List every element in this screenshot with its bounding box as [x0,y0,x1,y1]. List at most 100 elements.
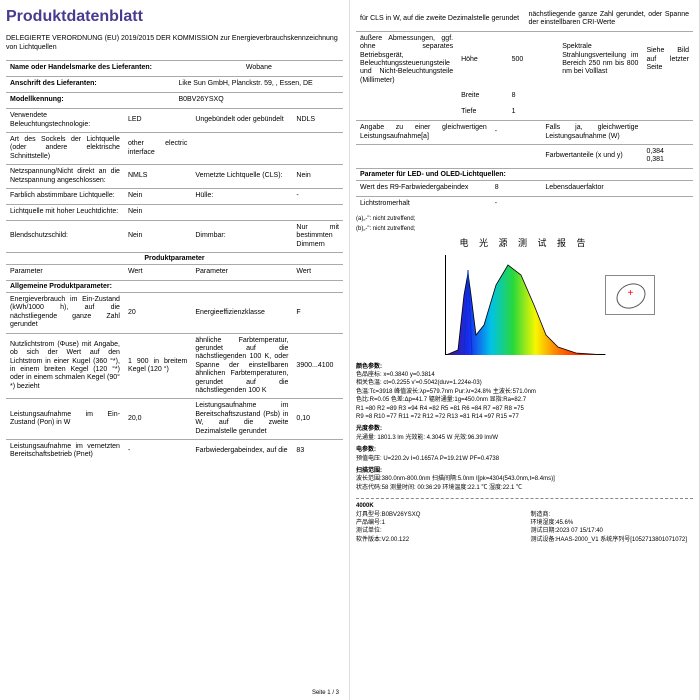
col-wert1: Wert [124,267,191,277]
supplier-name-label: Name oder Handelsmarke des Lieferanten: [6,63,242,73]
r9-val: 8 [491,183,542,193]
shield-val: Nein [124,231,191,241]
r1: 波长范围:380.0nm-800.0nm 扫描间隔:5.0nm I[pk=430… [356,475,693,483]
c1: 色品座标: x=0.3840 y=0.3814 [356,371,693,379]
r9-label: Wert des R9-Farbwiedergabeindex [356,183,491,193]
c4: 色比:R=0.05 色差:Δp=41.7 辐射通量:1g=450.0nm 显指:… [356,396,693,404]
env-label: Hülle: [191,191,292,201]
pon-val: 20,0 [124,414,191,424]
supplier-name: Wobane [242,63,343,73]
tech-val: LED [124,115,191,125]
hilum-label: Lichtquelle mit hoher Leuchtdichte: [6,207,124,217]
h-val: 500 [508,55,559,65]
psb-label: Leistungsaufnahme im Bereitschaftszustan… [191,401,292,437]
mains-label: Netzspannung/Nicht direkt an die Netzspa… [6,167,124,186]
col-param1: Parameter [6,267,124,277]
note-b: (b)„-": nicht zutreffend; [356,226,693,232]
f8: 测试设备:HAAS-2000_V1 系统序列号[1052713801071072… [531,536,694,544]
cap-val: other electric interface [124,139,191,158]
env-val: - [292,191,343,201]
energy-label: Energieverbrauch im Ein-Zustand (kWh/100… [6,295,124,331]
b-label: Breite [457,91,508,101]
doc-title: Produktdatenblatt [6,8,343,26]
shield-label: Blendschutzschild: [6,231,124,241]
bundled-val: NDLS [292,115,343,125]
e1: 预值电压: U=220.2v I=0.1657A P=19.21W PF=0.4… [356,455,693,463]
f3: 测试单位: [356,527,519,535]
life-label: Lebensdauerfaktor [541,183,642,193]
tech-label: Verwendete Beleuchtungstechnologie: [6,111,124,130]
cap-label: Art des Sockels der Lichtquelle (oder an… [6,135,124,162]
led-head: Parameter für LED- und OLED-Lichtquellen… [356,168,693,180]
psb-val: 0,10 [292,414,343,424]
report-title: 电 光 源 测 试 报 告 [356,236,693,249]
dim-label: Dimmbar: [191,231,292,241]
c3: 色温:Tc=3918 峰值波长:λp=579.7nm Pur:λr=24.8% … [356,388,693,396]
spectrum-chart [445,255,605,355]
spd-label: Spektrale Strahlungsverteilung im Bereic… [558,42,642,78]
b-val: 8 [508,91,559,101]
general-head: Allgemeine Produktparameter: [6,280,343,292]
cls-label: Vernetzte Lichtquelle (CLS): [191,171,292,181]
t-label: Tiefe [457,107,508,117]
dim-label: äußere Abmessungen, ggf. ohne separates … [356,34,457,86]
top-right-text: nächstliegende ganze Zahl gerundet, oder… [525,10,694,29]
flux-val: 1 900 in breitem Kegel (120 °) [124,357,191,376]
tunable-val: Nein [124,191,191,201]
f5: 制造商: [531,511,694,519]
address: Like Sun GmbH, Planckstr. 59, , Essen, D… [175,79,344,89]
cls-val: Nein [292,171,343,181]
cri-val: 83 [292,446,343,456]
spd-val: Siehe Bild auf letzter Seite [642,46,693,73]
flux-label: Nutzlichtstrom (Φuse) mit Angabe, ob sic… [6,340,124,392]
rline2: R9 =8 R10 =77 R11 =72 R12 =72 R13 =81 R1… [356,413,693,421]
hilum-val: Nein [124,207,191,217]
energy-val: 20 [124,308,191,318]
col-wert2: Wert [292,267,343,277]
top-left-text: für CLS in W, auf die zweite Dezimalstel… [356,14,525,24]
model: B0BV26YSXQ [175,95,344,105]
address-label: Anschrift des Lieferanten: [6,79,175,89]
doc-subtitle: DELEGIERTE VERORDNUNG (EU) 2019/2015 DER… [6,34,343,52]
tunable-label: Farblich abstimmbare Lichtquelle: [6,191,124,201]
p1: 光通量: 1801.3 lm 光效能: 4.3045 W 光效:96.39 lm… [356,434,693,442]
page-foot: Seite 1 / 3 [312,690,339,696]
eq-right: Falls ja, gleichwertige Leistungsaufnahm… [541,123,642,142]
pon-label: Leistungsaufnahme im Ein-Zustand (Pon) i… [6,410,124,429]
h-label: Höhe [457,55,508,65]
pnet-dash: - [124,446,191,456]
mains-val: NMLS [124,171,191,181]
cri-label: Farbwiedergabeindex, auf die [191,446,292,456]
f4: 软件版本:V2.00.122 [356,536,519,544]
dim-val: Nur mit bestimmten Dimmern [292,223,343,250]
eq-dash: - [491,127,542,137]
model-label: Modellkennung: [6,95,175,105]
elec-head: 电参数: [356,446,693,454]
cct-val: 3900...4100 [292,361,343,371]
f1: 灯具型号:B0BV26YSXQ [356,511,519,519]
c2: 相关色温: ct=0.2255 v'=0.5042(duv=1.224e-03) [356,379,693,387]
chrom-label: Farbwertanteile (x und y) [541,151,642,161]
t-val: 1 [508,107,559,117]
eq-label: Angabe zu einer gleichwertigen Leistungs… [356,123,491,142]
bundled-label: Ungebündelt oder gebündelt [191,115,292,125]
note-a: (a)„-": nicht zutreffend; [356,216,693,222]
range-head: 扫描范围: [356,467,693,475]
fluxc-label: Lichtstromerhalt [356,199,491,209]
cct-label: ähnliche Farbtemperatur, gerundet auf di… [191,336,292,397]
photo-head: 光度参数: [356,425,693,433]
chrom-vals: 0,3840,381 [642,147,693,166]
chromaticity-ellipse [605,275,655,315]
fluxc-val: - [491,199,542,209]
color-head: 颜色参数: [356,363,693,371]
rline: R1 =80 R2 =89 R3 =94 R4 =82 R5 =81 R6 =8… [356,405,693,413]
pnet-label: Leistungsaufnahme im vernetzten Bereitsc… [6,442,124,461]
f7: 测试日期:2023 07 15/17:40 [531,527,694,535]
params-head: Produktparameter [6,252,343,264]
eff-label: Energieeffizienzklasse [191,308,292,318]
eff-val: F [292,308,343,318]
f2: 产品编号:1 [356,519,519,527]
f6: 环境湿度:45.6% [531,519,694,527]
col-param2: Parameter [191,267,292,277]
cct4000: 4000K [356,498,693,510]
